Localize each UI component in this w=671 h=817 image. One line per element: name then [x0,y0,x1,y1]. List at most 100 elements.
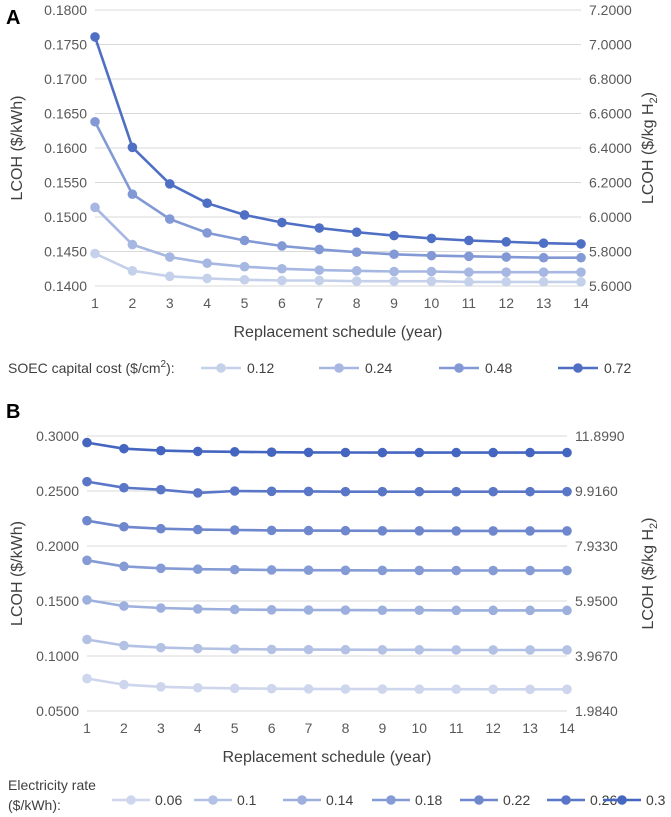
data-point [156,563,166,574]
series-line [86,441,567,454]
legend-entry: 0.1 [194,792,257,808]
data-point [303,486,314,497]
data-point [303,447,314,458]
y2-tick-label: 6.2000 [589,175,632,191]
series-0.12 [90,248,586,287]
y2-axis-title-end: ) [640,92,657,97]
y-tick-label: 0.1400 [44,278,87,294]
data-point [488,645,498,655]
x-tick-label: 14 [559,720,575,736]
data-point [488,684,498,695]
x-tick-label: 3 [166,295,174,311]
data-point [119,601,129,611]
data-point [525,526,535,536]
data-point [202,198,212,208]
data-point [266,447,277,457]
x-tick-label: 14 [573,295,589,311]
legend-entry: 0.06 [112,792,182,808]
x-tick-label: 7 [315,295,323,311]
data-point [164,179,175,189]
legend-title-end: ): [166,360,175,376]
y-tick-label: 0.1550 [44,175,87,191]
data-point [488,447,498,458]
data-point [314,265,325,275]
y-axis-title: LCOH ($/kWh) [9,521,26,626]
data-point [525,447,535,458]
data-point [90,116,100,127]
data-point [82,555,92,566]
data-point [164,252,175,262]
y2-axis-title-end: ) [640,518,657,523]
y2-tick-label: 7.2000 [589,2,632,18]
data-point [576,267,586,278]
data-point [303,565,314,575]
x-tick-label: 13 [536,295,552,311]
data-point [340,684,351,694]
data-point [377,605,388,616]
data-point [414,526,425,536]
y2-tick-label: 5.6000 [589,278,632,294]
x-tick-label: 1 [91,295,99,311]
data-point [525,645,535,655]
legend-swatch-marker [474,795,484,805]
data-point [90,202,100,213]
x-tick-label: 8 [353,295,361,311]
data-point [239,274,250,285]
data-point [119,679,129,690]
y2-tick-label: 9.9160 [575,483,618,499]
data-point [156,603,166,613]
legend-entry: 0.48 [439,360,512,376]
y-tick-label: 0.1750 [44,37,87,53]
legend-entry: 0.3 [603,792,666,808]
x-tick-label: 10 [412,720,428,736]
data-point [229,683,240,694]
x-tick-label: 7 [305,720,313,736]
data-point [464,235,474,246]
data-point [202,228,212,238]
data-point [426,233,437,244]
data-point [119,443,129,454]
data-point [314,223,325,233]
y-tick-label: 0.1000 [36,648,79,664]
data-point [156,642,166,653]
y-tick-label: 0.2000 [36,538,79,554]
data-point [164,214,175,224]
y2-tick-label: 6.8000 [589,71,632,87]
data-point [451,486,462,497]
data-point [538,277,549,287]
data-point [538,238,549,249]
legend-label: 0.12 [247,360,274,376]
y-tick-label: 0.1500 [44,209,87,225]
legend-label: 0.18 [415,792,442,808]
series-0.1 [82,634,572,655]
x-tick-label: 2 [128,295,136,311]
series-0.18 [82,555,572,576]
data-point [377,684,388,694]
series-0.26 [82,476,572,498]
data-point [525,486,535,497]
data-point [239,261,250,272]
legend-label: 0.3 [646,792,666,808]
data-point [414,645,425,655]
data-point [501,267,512,278]
series-0.22 [82,515,572,536]
legend-entry: 0.12 [201,360,274,376]
legend-entry: 0.22 [460,792,530,808]
data-point [266,605,277,615]
data-point [451,447,462,458]
data-point [389,276,399,286]
data-point [451,526,462,536]
x-tick-label: 5 [241,295,249,311]
legend-swatch-marker [561,795,571,805]
data-point [351,227,362,237]
data-point [451,565,462,576]
series-line [94,252,581,284]
data-point [451,645,462,655]
data-point [277,241,287,251]
y2-tick-label: 5.8000 [589,244,632,260]
data-point [351,276,362,286]
data-point [464,251,474,262]
data-point [239,210,250,220]
data-point [192,643,203,654]
